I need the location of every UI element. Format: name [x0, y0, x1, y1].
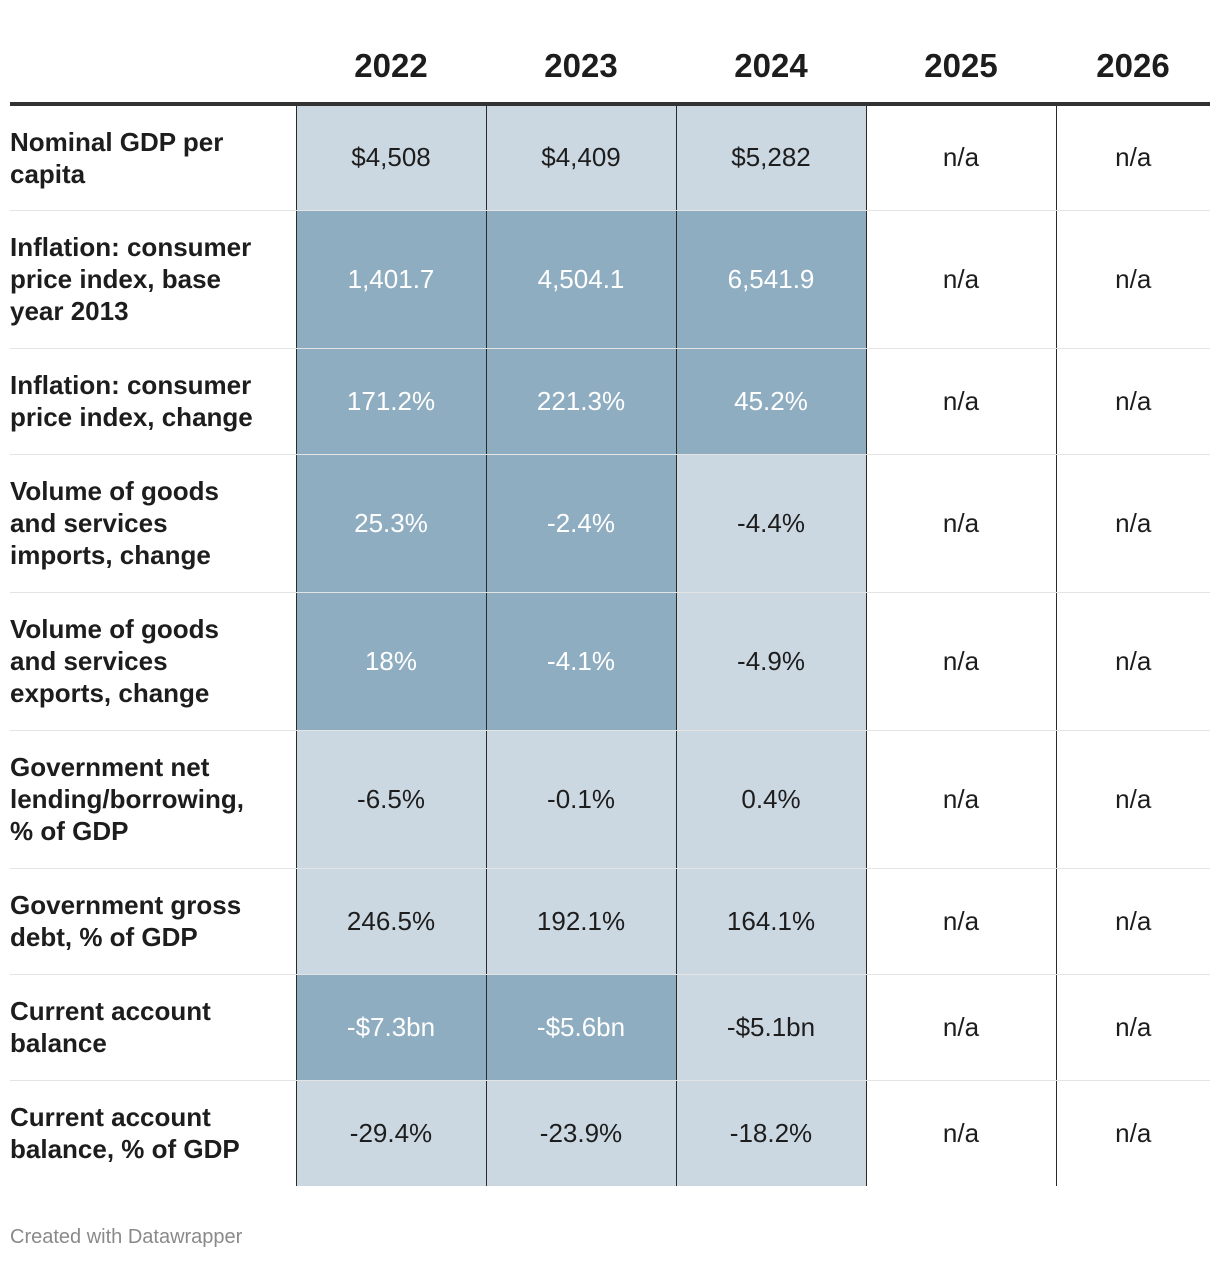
table-cell-2023: 192.1% — [485, 868, 676, 975]
table-row: Current account balance -$7.3bn -$5.6bn -$5… — [10, 974, 1210, 1081]
table-row: Inflation: consumer price index, change 1… — [10, 348, 1210, 455]
table-cell-2022: 1,401.7 — [295, 210, 486, 349]
table-cell-2024: -$5.1bn — [675, 974, 867, 1081]
table-cell-2023: -$5.6bn — [485, 974, 676, 1081]
row-label: Government net lending/borrowing, % of G… — [10, 730, 296, 869]
table-cell-2025: n/a — [865, 454, 1056, 593]
table-cell-2024: -4.4% — [675, 454, 867, 593]
table-cell-2025: n/a — [865, 974, 1056, 1081]
table-cell-2026: n/a — [1055, 210, 1210, 349]
header-label-cell — [10, 30, 296, 106]
table-cell-2025: n/a — [865, 1080, 1056, 1186]
table-cell-2024: 0.4% — [675, 730, 867, 869]
table-cell-2026: n/a — [1055, 974, 1210, 1081]
row-label: Government gross debt, % of GDP — [10, 868, 296, 975]
table-cell-2023: -23.9% — [485, 1080, 676, 1186]
table-cell-2024: -4.9% — [675, 592, 867, 731]
table-cell-2023: -4.1% — [485, 592, 676, 731]
table-cell-2023: -2.4% — [485, 454, 676, 593]
table-cell-2023: 4,504.1 — [485, 210, 676, 349]
table-cell-2026: n/a — [1055, 1080, 1210, 1186]
table-header-row: 2022 2023 2024 2025 2026 — [10, 30, 1210, 106]
table-cell-2025: n/a — [865, 348, 1056, 455]
table-cell-2026: n/a — [1055, 348, 1210, 455]
column-header-2024: 2024 — [676, 30, 866, 106]
column-header-2022: 2022 — [296, 30, 486, 106]
row-label: Inflation: consumer price index, base ye… — [10, 210, 296, 349]
row-label: Inflation: consumer price index, change — [10, 348, 296, 455]
column-header-2023: 2023 — [486, 30, 676, 106]
table-cell-2026: n/a — [1055, 104, 1210, 211]
table-cell-2026: n/a — [1055, 868, 1210, 975]
table-cell-2022: -6.5% — [295, 730, 486, 869]
table-cell-2023: -0.1% — [485, 730, 676, 869]
table-cell-2025: n/a — [865, 210, 1056, 349]
table-row: Government net lending/borrowing, % of G… — [10, 730, 1210, 869]
table-cell-2026: n/a — [1055, 454, 1210, 593]
table-cell-2024: 164.1% — [675, 868, 867, 975]
table-cell-2024: $5,282 — [675, 104, 867, 211]
table-cell-2025: n/a — [865, 104, 1056, 211]
datawrapper-credit: Created with Datawrapper — [10, 1226, 243, 1248]
table-cell-2024: 6,541.9 — [675, 210, 867, 349]
table-row: Inflation: consumer price index, base ye… — [10, 210, 1210, 349]
row-label: Volume of goods and services exports, ch… — [10, 592, 296, 731]
table-cell-2026: n/a — [1055, 730, 1210, 869]
table-row: Current account balance, % of GDP -29.4% -… — [10, 1080, 1210, 1186]
table-cell-2023: $4,409 — [485, 104, 676, 211]
table-cell-2022: $4,508 — [295, 104, 486, 211]
row-label: Nominal GDP per capita — [10, 104, 296, 211]
table-cell-2023: 221.3% — [485, 348, 676, 455]
table-row: Nominal GDP per capita $4,508 $4,409 $5,282… — [10, 104, 1210, 211]
row-label: Current account balance — [10, 974, 296, 1081]
table-cell-2022: -$7.3bn — [295, 974, 486, 1081]
table-cell-2022: 246.5% — [295, 868, 486, 975]
table-cell-2025: n/a — [865, 592, 1056, 731]
table-cell-2024: -18.2% — [675, 1080, 867, 1186]
table-cell-2025: n/a — [865, 868, 1056, 975]
table-row: Volume of goods and services imports, ch… — [10, 454, 1210, 593]
economic-indicators-table: 2022 2023 2024 2025 2026 Nominal GDP per cap… — [10, 30, 1210, 1186]
table-cell-2025: n/a — [865, 730, 1056, 869]
column-header-2025: 2025 — [866, 30, 1056, 106]
table-cell-2022: -29.4% — [295, 1080, 486, 1186]
table-cell-2022: 25.3% — [295, 454, 486, 593]
table-row: Volume of goods and services exports, ch… — [10, 592, 1210, 731]
data-table-container: 2022 2023 2024 2025 2026 Nominal GDP per cap… — [10, 30, 1210, 1186]
table-cell-2024: 45.2% — [675, 348, 867, 455]
table-cell-2026: n/a — [1055, 592, 1210, 731]
table-body: Nominal GDP per capita $4,508 $4,409 $5,282… — [10, 104, 1210, 1186]
table-row: Government gross debt, % of GDP 246.5% 192… — [10, 868, 1210, 975]
row-label: Current account balance, % of GDP — [10, 1102, 240, 1165]
table-cell-2022: 171.2% — [295, 348, 486, 455]
row-label: Volume of goods and services imports, ch… — [10, 454, 296, 593]
table-cell-2022: 18% — [295, 592, 486, 731]
column-header-2026: 2026 — [1056, 30, 1210, 106]
